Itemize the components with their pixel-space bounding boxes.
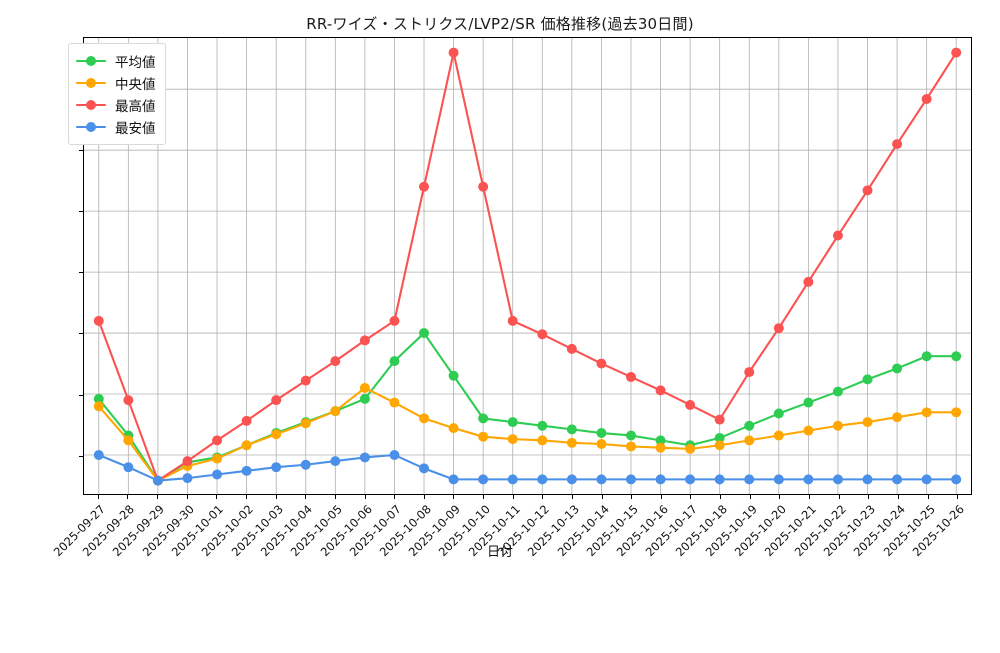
x-tick-mark xyxy=(216,495,218,499)
x-tick-mark xyxy=(334,495,336,499)
x-tick-mark xyxy=(483,495,485,499)
x-tick-mark xyxy=(97,495,99,499)
x-tick-mark xyxy=(897,495,899,499)
series-2 xyxy=(93,47,962,486)
x-tick-mark xyxy=(186,495,188,499)
y-tick-mark xyxy=(79,149,83,151)
y-tick-mark xyxy=(79,272,83,274)
legend-swatch-icon xyxy=(76,121,106,133)
legend-item-3[interactable]: 最安値 xyxy=(76,116,156,138)
data-series-layer xyxy=(93,47,962,486)
y-tick-mark xyxy=(79,394,83,396)
series-3 xyxy=(93,450,962,486)
chart-title: RR-ワイズ・ストリクス/LVP2/SR 価格推移(過去30日間) xyxy=(306,15,694,33)
legend-swatch-icon xyxy=(76,99,106,111)
legend-label: 中央値 xyxy=(115,77,156,93)
x-tick-mark xyxy=(749,495,751,499)
legend: 平均値中央値最高値最安値 xyxy=(68,43,166,145)
x-tick-mark xyxy=(779,495,781,499)
legend-item-2[interactable]: 最高値 xyxy=(76,94,156,116)
plot-area xyxy=(83,37,972,495)
x-tick-mark xyxy=(423,495,425,499)
x-tick-mark xyxy=(957,495,959,499)
x-tick-mark xyxy=(245,495,247,499)
legend-label: 最安値 xyxy=(115,121,156,137)
y-tick-mark xyxy=(79,210,83,212)
x-tick-mark xyxy=(631,495,633,499)
x-axis-label: 日付 xyxy=(486,545,513,560)
x-tick-mark xyxy=(571,495,573,499)
x-tick-mark xyxy=(868,495,870,499)
series-1 xyxy=(93,382,962,486)
y-tick-mark xyxy=(79,455,83,457)
x-tick-mark xyxy=(660,495,662,499)
x-tick-mark xyxy=(720,495,722,499)
x-tick-mark xyxy=(453,495,455,499)
x-tick-mark xyxy=(542,495,544,499)
x-tick-mark xyxy=(838,495,840,499)
legend-swatch-icon xyxy=(76,55,106,67)
legend-item-1[interactable]: 中央値 xyxy=(76,72,156,94)
legend-label: 最高値 xyxy=(115,99,156,115)
series-0 xyxy=(93,328,962,486)
x-tick-mark xyxy=(690,495,692,499)
legend-label: 平均値 xyxy=(115,55,156,71)
x-tick-mark xyxy=(394,495,396,499)
x-tick-mark xyxy=(809,495,811,499)
legend-item-0[interactable]: 平均値 xyxy=(76,50,156,72)
x-tick-mark xyxy=(157,495,159,499)
x-tick-mark xyxy=(275,495,277,499)
x-tick-mark xyxy=(364,495,366,499)
price-trend-chart: RR-ワイズ・ストリクス/LVP2/SR 価格推移(過去30日間) 価格 (円)… xyxy=(51,15,972,560)
legend-swatch-icon xyxy=(76,77,106,89)
x-tick-mark xyxy=(512,495,514,499)
grid-lines xyxy=(84,38,971,494)
x-tick-mark xyxy=(305,495,307,499)
x-tick-mark xyxy=(601,495,603,499)
x-tick-mark xyxy=(927,495,929,499)
y-tick-mark xyxy=(79,333,83,335)
x-tick-mark xyxy=(127,495,129,499)
